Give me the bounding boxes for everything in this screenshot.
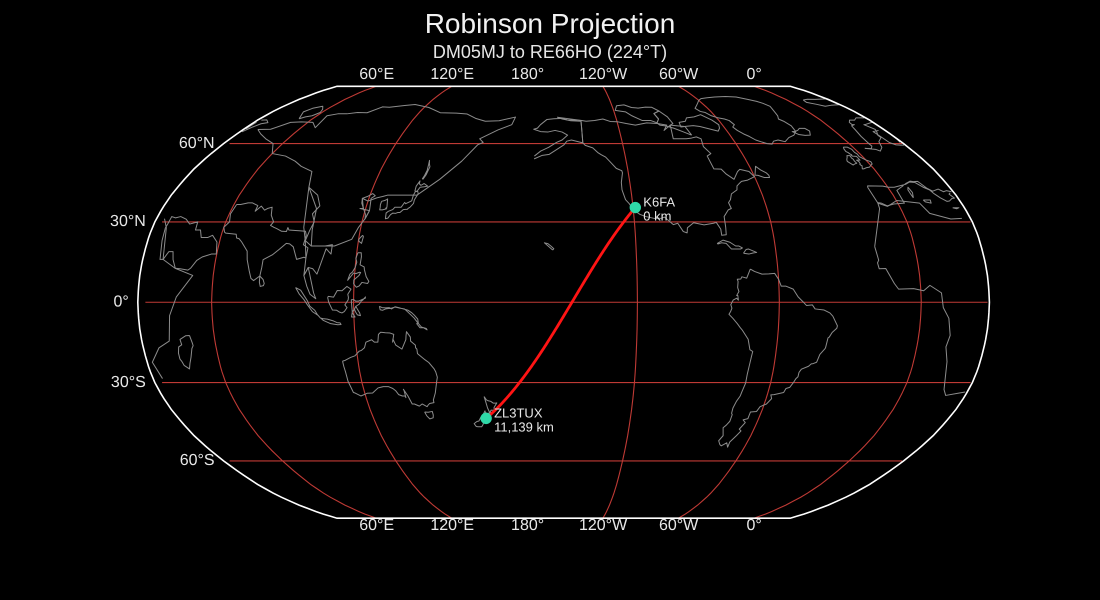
svg-text:120°E: 120°E: [430, 66, 474, 83]
svg-text:60°S: 60°S: [180, 452, 215, 469]
svg-text:180°: 180°: [511, 517, 544, 534]
svg-text:0°: 0°: [746, 517, 761, 534]
svg-text:K6FA: K6FA: [643, 195, 675, 210]
svg-text:120°W: 120°W: [579, 66, 628, 83]
svg-text:30°S: 30°S: [111, 374, 146, 391]
svg-text:0°: 0°: [114, 294, 129, 311]
svg-text:0°: 0°: [746, 66, 761, 83]
svg-text:60°E: 60°E: [359, 66, 394, 83]
svg-text:0 km: 0 km: [643, 209, 671, 224]
svg-text:180°: 180°: [511, 66, 544, 83]
svg-text:60°E: 60°E: [359, 517, 394, 534]
svg-text:ZL3TUX: ZL3TUX: [494, 405, 543, 420]
svg-text:60°N: 60°N: [179, 135, 215, 152]
svg-text:11,139 km: 11,139 km: [494, 419, 554, 434]
svg-text:120°E: 120°E: [430, 517, 474, 534]
svg-text:60°W: 60°W: [659, 66, 699, 83]
svg-text:60°W: 60°W: [659, 517, 699, 534]
svg-text:120°W: 120°W: [579, 517, 628, 534]
svg-text:30°N: 30°N: [110, 213, 146, 230]
